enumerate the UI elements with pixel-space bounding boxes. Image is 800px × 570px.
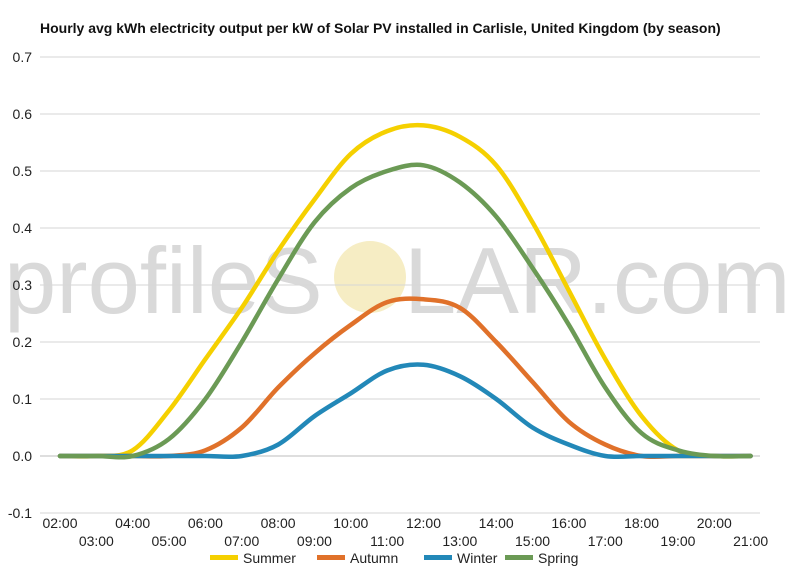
x-tick-label: 19:00 bbox=[660, 533, 695, 549]
legend-label-spring[interactable]: Spring bbox=[538, 550, 578, 566]
y-tick-label: 0.7 bbox=[13, 49, 33, 65]
x-tick-label: 03:00 bbox=[79, 533, 114, 549]
x-tick-label: 10:00 bbox=[333, 515, 368, 531]
watermark-sun-icon bbox=[334, 241, 406, 313]
x-tick-label: 05:00 bbox=[152, 533, 187, 549]
y-tick-label: 0.4 bbox=[13, 220, 33, 236]
y-tick-label: 0.5 bbox=[13, 163, 33, 179]
x-tick-label: 20:00 bbox=[697, 515, 732, 531]
x-tick-label: 02:00 bbox=[42, 515, 77, 531]
x-tick-label: 06:00 bbox=[188, 515, 223, 531]
y-tick-label: -0.1 bbox=[8, 505, 32, 521]
y-tick-label: 0.6 bbox=[13, 106, 33, 122]
plot-area bbox=[57, 122, 753, 460]
legend-swatch-winter bbox=[424, 555, 452, 560]
x-tick-label: 16:00 bbox=[551, 515, 586, 531]
legend: Summer Autumn Winter Spring bbox=[210, 550, 578, 566]
y-tick-label: 0.0 bbox=[13, 448, 33, 464]
series-line-winter bbox=[57, 362, 753, 460]
x-tick-label: 11:00 bbox=[370, 533, 404, 549]
x-tick-label: 08:00 bbox=[261, 515, 296, 531]
y-tick-label: 0.2 bbox=[13, 334, 33, 350]
watermark-text-left: profileS bbox=[4, 228, 323, 333]
x-tick-label: 17:00 bbox=[588, 533, 623, 549]
x-tick-label: 12:00 bbox=[406, 515, 441, 531]
y-axis: -0.1 0.0 0.1 0.2 0.3 0.4 0.5 0.6 0.7 bbox=[8, 49, 32, 521]
x-tick-label: 09:00 bbox=[297, 533, 332, 549]
grid bbox=[40, 56, 760, 514]
x-tick-label: 21:00 bbox=[733, 533, 768, 549]
watermark-text-right: LAR.com bbox=[404, 228, 791, 333]
x-tick-label: 13:00 bbox=[442, 533, 477, 549]
y-tick-label: 0.3 bbox=[13, 277, 33, 293]
legend-swatch-summer bbox=[210, 555, 238, 560]
x-tick-label: 15:00 bbox=[515, 533, 550, 549]
watermark: profileS LAR.com bbox=[4, 228, 791, 333]
legend-label-winter[interactable]: Winter bbox=[457, 550, 498, 566]
chart-title: Hourly avg kWh electricity output per kW… bbox=[40, 20, 721, 36]
legend-label-summer[interactable]: Summer bbox=[243, 550, 296, 566]
x-axis: 02:0003:0004:0005:0006:0007:0008:0009:00… bbox=[42, 515, 768, 549]
x-tick-label: 07:00 bbox=[224, 533, 259, 549]
series-line-spring bbox=[57, 162, 753, 460]
legend-swatch-autumn bbox=[317, 555, 345, 560]
series-line-summer bbox=[57, 122, 753, 459]
legend-label-autumn[interactable]: Autumn bbox=[350, 550, 398, 566]
x-tick-label: 14:00 bbox=[479, 515, 514, 531]
y-tick-label: 0.1 bbox=[13, 391, 33, 407]
legend-swatch-spring bbox=[505, 555, 533, 560]
x-tick-label: 18:00 bbox=[624, 515, 659, 531]
x-tick-label: 04:00 bbox=[115, 515, 150, 531]
